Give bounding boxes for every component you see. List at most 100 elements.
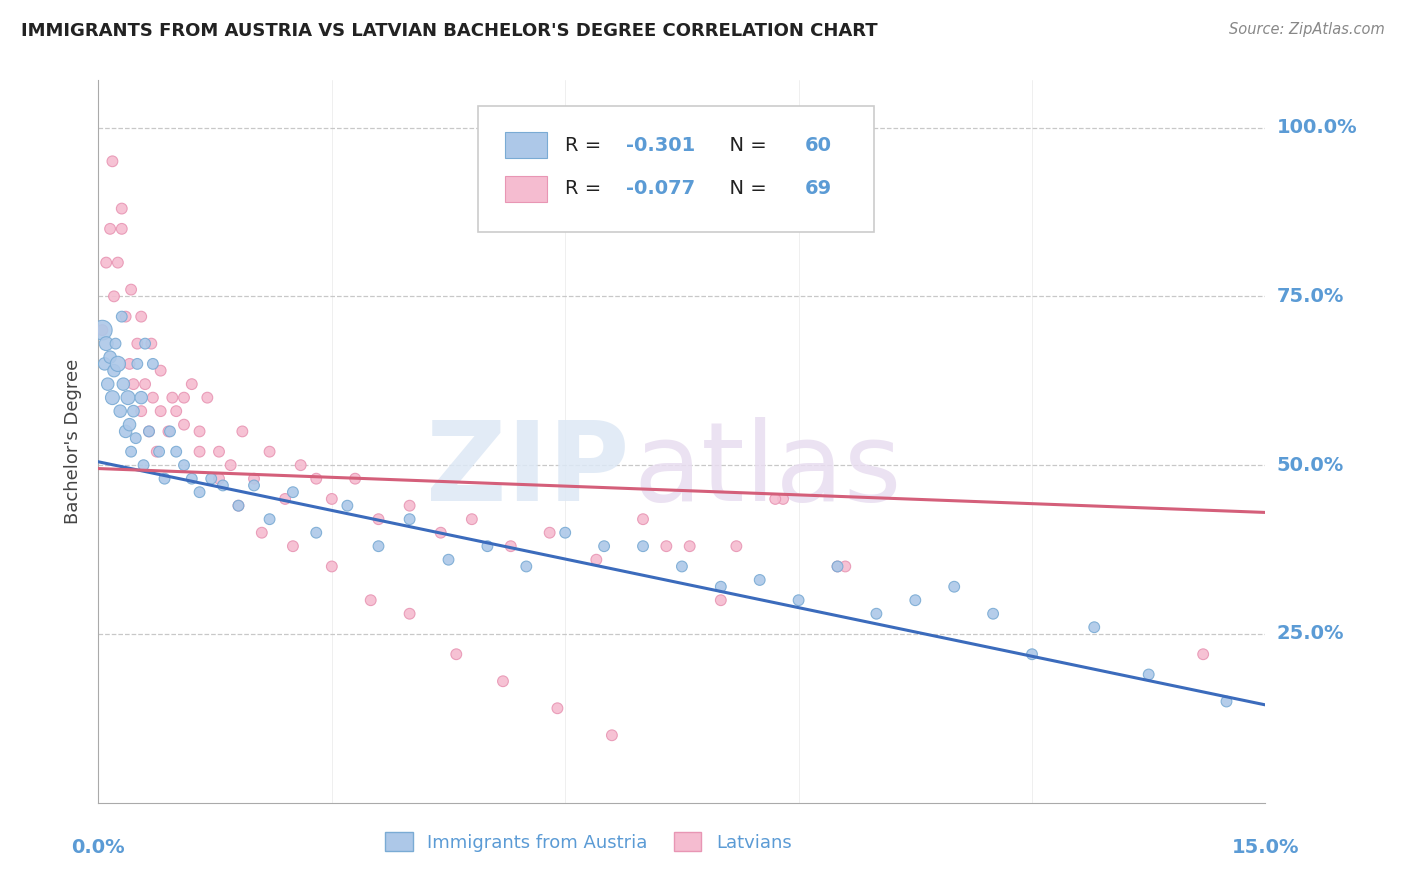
Point bbox=[103, 289, 125, 303]
Point bbox=[114, 310, 136, 324]
Point bbox=[188, 444, 211, 458]
Point bbox=[129, 404, 152, 418]
Text: 100.0%: 100.0% bbox=[1277, 118, 1357, 137]
Text: 60: 60 bbox=[804, 136, 831, 155]
Point bbox=[153, 472, 176, 486]
Point bbox=[344, 472, 367, 486]
Point bbox=[631, 512, 654, 526]
Text: R =: R = bbox=[565, 136, 607, 155]
Legend: Immigrants from Austria, Latvians: Immigrants from Austria, Latvians bbox=[378, 825, 799, 859]
Point bbox=[904, 593, 927, 607]
Point bbox=[146, 444, 169, 458]
Point bbox=[398, 512, 420, 526]
Point bbox=[492, 674, 515, 689]
Point bbox=[118, 417, 141, 432]
Point bbox=[274, 491, 297, 506]
Point bbox=[112, 377, 135, 392]
Point bbox=[360, 593, 382, 607]
Point bbox=[585, 552, 607, 566]
Point bbox=[114, 425, 136, 439]
Point bbox=[165, 444, 187, 458]
Text: 0.0%: 0.0% bbox=[72, 838, 125, 856]
Text: ZIP: ZIP bbox=[426, 417, 630, 524]
Point bbox=[305, 472, 328, 486]
Point bbox=[981, 607, 1004, 621]
Y-axis label: Bachelor's Degree: Bachelor's Degree bbox=[63, 359, 82, 524]
Point bbox=[398, 607, 420, 621]
Point bbox=[679, 539, 702, 553]
Point bbox=[98, 222, 121, 236]
Point bbox=[165, 404, 187, 418]
Point bbox=[111, 202, 134, 216]
Point bbox=[208, 444, 231, 458]
Point bbox=[710, 593, 733, 607]
Point bbox=[593, 539, 616, 553]
Point bbox=[321, 559, 343, 574]
Point bbox=[149, 364, 172, 378]
Point bbox=[134, 336, 156, 351]
Text: atlas: atlas bbox=[633, 417, 901, 524]
Point bbox=[195, 391, 218, 405]
Point bbox=[134, 377, 156, 392]
Text: Source: ZipAtlas.com: Source: ZipAtlas.com bbox=[1229, 22, 1385, 37]
Point bbox=[138, 425, 160, 439]
Point bbox=[111, 310, 134, 324]
Point bbox=[538, 525, 561, 540]
Point bbox=[127, 336, 149, 351]
Point bbox=[631, 539, 654, 553]
Point bbox=[943, 580, 966, 594]
Point bbox=[188, 425, 211, 439]
Point bbox=[125, 431, 148, 445]
Text: -0.077: -0.077 bbox=[626, 179, 695, 198]
Point bbox=[93, 357, 115, 371]
Point bbox=[243, 472, 266, 486]
Point bbox=[159, 425, 181, 439]
Point bbox=[710, 580, 733, 594]
Point bbox=[157, 425, 180, 439]
Point bbox=[321, 491, 343, 506]
Point bbox=[259, 512, 281, 526]
Point bbox=[1215, 694, 1237, 708]
Point bbox=[138, 425, 160, 439]
Point bbox=[600, 728, 623, 742]
Text: IMMIGRANTS FROM AUSTRIA VS LATVIAN BACHELOR'S DEGREE CORRELATION CHART: IMMIGRANTS FROM AUSTRIA VS LATVIAN BACHE… bbox=[21, 22, 877, 40]
Point bbox=[108, 404, 131, 418]
Text: 25.0%: 25.0% bbox=[1277, 624, 1344, 643]
Point bbox=[281, 485, 304, 500]
Point bbox=[398, 499, 420, 513]
Point bbox=[336, 499, 359, 513]
Point bbox=[515, 559, 537, 574]
Point bbox=[103, 364, 125, 378]
Point bbox=[546, 701, 568, 715]
Point bbox=[180, 377, 202, 392]
Point bbox=[173, 391, 195, 405]
Point bbox=[97, 377, 120, 392]
Point bbox=[122, 377, 145, 392]
Text: -0.301: -0.301 bbox=[626, 136, 695, 155]
Point bbox=[231, 425, 253, 439]
Point bbox=[142, 357, 165, 371]
Point bbox=[132, 458, 155, 472]
Point bbox=[367, 539, 389, 553]
Text: 15.0%: 15.0% bbox=[1232, 838, 1299, 856]
Point bbox=[477, 539, 499, 553]
Text: R =: R = bbox=[565, 179, 607, 198]
Point bbox=[763, 491, 786, 506]
Point bbox=[243, 478, 266, 492]
Point bbox=[188, 485, 211, 500]
Point bbox=[446, 647, 468, 661]
Point bbox=[117, 391, 139, 405]
Point bbox=[228, 499, 250, 513]
Text: N =: N = bbox=[717, 179, 773, 198]
Point bbox=[141, 336, 163, 351]
Point bbox=[429, 525, 451, 540]
Point bbox=[787, 593, 810, 607]
Text: N =: N = bbox=[717, 136, 773, 155]
Point bbox=[104, 336, 127, 351]
Point bbox=[827, 559, 849, 574]
Point bbox=[1192, 647, 1215, 661]
Point bbox=[173, 458, 195, 472]
Point bbox=[149, 404, 172, 418]
Point bbox=[127, 357, 149, 371]
Point bbox=[655, 539, 678, 553]
